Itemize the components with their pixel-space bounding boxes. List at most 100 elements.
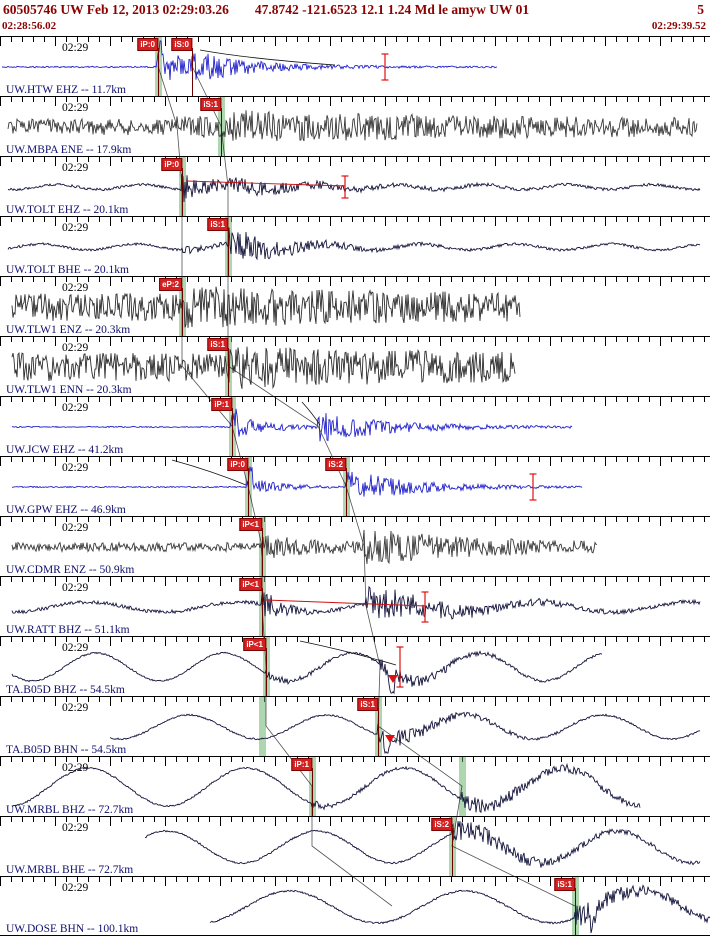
trace-time-label: 02:29 — [62, 102, 89, 114]
station-label: UW.TOLT EHZ -- 20.1km — [6, 204, 129, 216]
trace-time-label: 02:29 — [62, 702, 89, 714]
event-id-time: 60505746 UW Feb 12, 2013 02:29:03.26 — [3, 2, 229, 17]
amplitude-flag-triangle — [385, 735, 395, 743]
pick-time-line — [158, 48, 159, 96]
trace-time-label: 02:29 — [62, 222, 89, 234]
trace-panel[interactable]: iP:0 iS:2 02:29 UW.GPW EHZ -- 46.9km — [0, 456, 710, 516]
trace-panel[interactable]: iP:0 02:29 UW.TOLT EHZ -- 20.1km — [0, 156, 710, 216]
pick-flag[interactable]: iS:2 — [325, 458, 346, 471]
waveform-trace — [11, 466, 583, 497]
trace-time-label: 02:29 — [62, 342, 89, 354]
trace-time-label: 02:29 — [62, 882, 89, 894]
pick-flag[interactable]: iP:1 — [211, 398, 232, 411]
pick-time-line — [452, 828, 453, 876]
trace-panel[interactable]: iP<1 02:29 TA.B05D BHZ -- 54.5km — [0, 636, 710, 696]
station-label: UW.DOSE BHN -- 100.1km — [6, 923, 139, 935]
trace-panel[interactable]: iP:1 02:29 UW.MRBL BHZ -- 72.7km — [0, 756, 710, 816]
waveform-trace — [144, 821, 701, 868]
trace-panel[interactable]: iS:1 02:29 UW.DOSE BHN -- 100.1km — [0, 876, 710, 936]
pick-flag[interactable]: iP:0 — [137, 38, 158, 51]
pick-flag[interactable]: iS:1 — [207, 338, 228, 351]
station-label: TA.B05D BHZ -- 54.5km — [6, 684, 125, 696]
pick-time-line — [182, 168, 183, 216]
trace-time-label: 02:29 — [62, 582, 89, 594]
window-start-time: 02:28:56.02 — [2, 20, 57, 32]
coda-envelope-curve — [301, 401, 321, 426]
pick-flag[interactable]: iS:0 — [171, 38, 192, 51]
event-header: 60505746 UW Feb 12, 2013 02:29:03.26 47.… — [0, 0, 710, 19]
pick-flag[interactable]: iP<1 — [239, 518, 262, 531]
pick-flag[interactable]: eP:2 — [159, 278, 182, 291]
pick-flag[interactable]: iS:1 — [357, 698, 378, 711]
pick-time-line — [262, 588, 263, 636]
trace-panel[interactable]: iS:2 02:29 UW.MRBL BHE -- 72.7km — [0, 816, 710, 876]
pick-flag[interactable]: iP:0 — [227, 458, 248, 471]
waveform-trace — [11, 529, 598, 565]
trace-panel[interactable]: iP<1 02:29 UW.CDMR ENZ -- 50.9km — [0, 516, 710, 576]
waveform-trace — [209, 884, 710, 934]
trace-panel[interactable]: iS:1 02:29 TA.B05D BHN -- 54.5km — [0, 696, 710, 756]
pick-time-line — [378, 708, 379, 756]
event-count: 5 — [697, 2, 704, 17]
waveform-trace — [7, 173, 701, 203]
pick-time-line — [221, 108, 222, 156]
pick-flag[interactable]: iS:1 — [207, 218, 228, 231]
pick-flag[interactable]: iP:1 — [291, 758, 312, 771]
pick-time-line — [248, 468, 249, 516]
trace-time-label: 02:29 — [62, 282, 89, 294]
trace-panel[interactable]: iP:0 iS:0 02:29 UW.HTW EHZ -- 11.7km — [0, 36, 710, 96]
station-label: UW.MBPA ENE -- 17.9km — [6, 144, 132, 156]
waveform-trace — [7, 227, 701, 261]
trace-panel[interactable]: iS:1 02:29 UW.TLW1 ENN -- 20.3km — [0, 336, 710, 396]
pick-time-line — [182, 288, 183, 336]
station-label: UW.MRBL BHZ -- 72.7km — [6, 804, 134, 816]
trace-panel[interactable]: iS:1 02:29 UW.TOLT BHE -- 20.1km — [0, 216, 710, 276]
pick-time-line — [312, 768, 313, 816]
pick-flag[interactable]: iS:1 — [200, 98, 221, 111]
trace-time-label: 02:29 — [62, 822, 89, 834]
station-label: UW.MRBL BHE -- 72.7km — [6, 864, 134, 876]
station-label: UW.GPW EHZ -- 46.9km — [6, 504, 126, 516]
trace-stack: iP:0 iS:0 02:29 UW.HTW EHZ -- 11.7km iS:1 02:… — [0, 36, 710, 938]
pick-time-line — [262, 528, 263, 576]
amplitude-marker — [341, 175, 349, 199]
station-label: UW.TLW1 ENN -- 20.3km — [6, 384, 132, 396]
waveform-trace — [7, 110, 698, 142]
pick-flag[interactable]: iS:1 — [554, 878, 575, 891]
trace-panel[interactable]: iS:1 02:29 UW.MBPA ENE -- 17.9km — [0, 96, 710, 156]
trace-panel[interactable]: iP<1 02:29 UW.RATT BHZ -- 51.1km — [0, 576, 710, 636]
waveform-trace — [109, 711, 701, 755]
trace-time-label: 02:29 — [62, 762, 89, 774]
pick-time-line — [192, 48, 193, 96]
pick-time-line — [228, 228, 229, 276]
pick-time-line — [228, 348, 229, 396]
coda-envelope-curve — [199, 49, 336, 66]
pick-time-line — [266, 648, 267, 696]
station-label: UW.CDMR ENZ -- 50.9km — [6, 564, 135, 576]
station-label: UW.HTW EHZ -- 11.7km — [6, 84, 126, 96]
time-ruler-major-ticks — [0, 37, 710, 46]
station-label: UW.JCW EHZ -- 41.2km — [6, 444, 124, 456]
pick-time-line — [575, 888, 576, 935]
pick-time-line — [232, 408, 233, 456]
station-label: TA.B05D BHN -- 54.5km — [6, 744, 127, 756]
trace-time-label: 02:29 — [62, 162, 89, 174]
trace-panel[interactable]: iP:1 02:29 UW.JCW EHZ -- 41.2km — [0, 396, 710, 456]
trace-time-label: 02:29 — [62, 402, 89, 414]
trace-time-label: 02:29 — [62, 42, 89, 54]
trace-time-label: 02:29 — [62, 642, 89, 654]
station-label: UW.TLW1 ENZ -- 20.3km — [6, 324, 131, 336]
pick-flag[interactable]: iP<1 — [243, 638, 266, 651]
station-label: UW.TOLT BHE -- 20.1km — [6, 264, 129, 276]
pick-flag[interactable]: iP<1 — [239, 578, 262, 591]
pick-flag[interactable]: iS:2 — [431, 818, 452, 831]
trace-panel[interactable]: eP:2 02:29 UW.TLW1 ENZ -- 20.3km — [0, 276, 710, 336]
time-window-bar: 02:28:56.02 02:29:39.52 — [0, 19, 710, 35]
waveform-trace — [11, 408, 573, 442]
pick-flag[interactable]: iP:0 — [161, 158, 182, 171]
trace-time-label: 02:29 — [62, 462, 89, 474]
amplitude-flag-triangle — [388, 675, 398, 683]
trace-time-label: 02:29 — [62, 522, 89, 534]
pick-time-line — [346, 468, 347, 516]
